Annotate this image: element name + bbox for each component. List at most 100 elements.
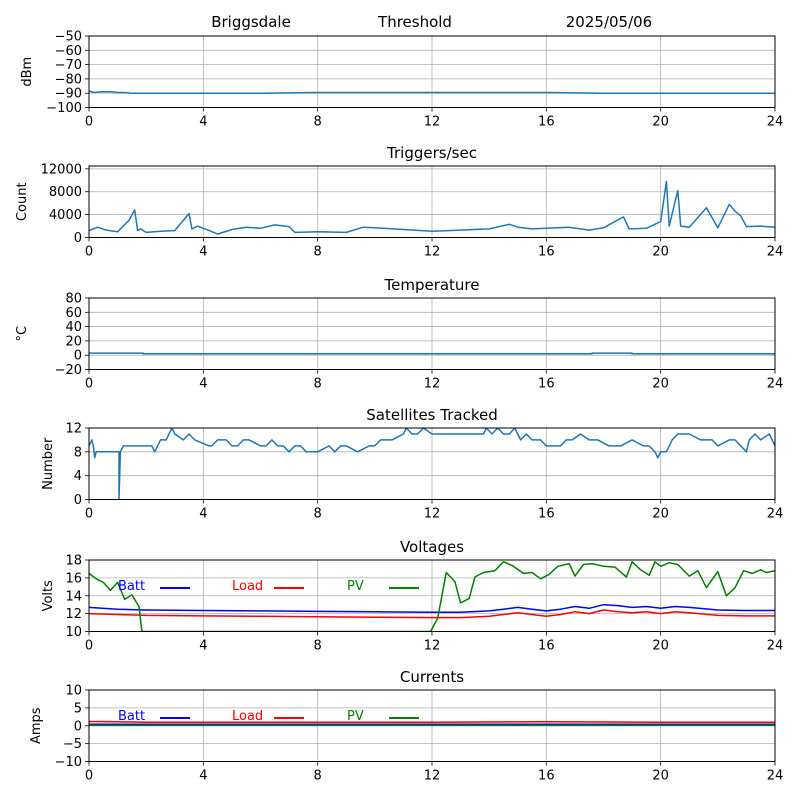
x-tick-label: 16 [538,639,555,654]
x-tick-label: 24 [767,769,784,784]
y-tick-label: 4 [74,469,82,484]
chart-title: Voltages [400,538,464,556]
chart-satellites: 0 4 8 12 16 20 24 0 4 8 12 Satellites Tracked Number [41,406,783,522]
y-tick-label: 8000 [49,185,82,200]
legend-label-pv: PV [347,579,364,594]
y-tick-label: −100 [46,101,82,116]
x-tick-label: 8 [314,245,322,260]
legend-label-batt: Batt [118,579,145,594]
x-tick-label: 4 [199,115,207,130]
x-tick-label: 12 [424,639,441,654]
x-tick-label: 16 [538,115,555,130]
x-tick-label: 20 [652,639,669,654]
legend-label-batt: Batt [118,709,145,724]
y-tick-label: 0 [74,719,82,734]
date-label: 2025/05/06 [566,13,652,31]
y-tick-label: 80 [65,292,82,307]
y-tick-label: 40 [65,320,82,335]
y-tick-label: 0 [74,493,82,508]
series-line-satellites [89,428,775,500]
x-tick-label: 4 [199,639,207,654]
legend-label-load: Load [232,709,263,724]
y-axis-label: Amps [29,707,44,744]
x-tick-label: 16 [538,245,555,260]
series-line-load [89,720,775,723]
x-tick-label: 12 [424,115,441,130]
chart-title: Satellites Tracked [366,406,497,424]
chart-currents: 0 4 8 12 16 20 24 −10 −5 0 5 10 Currents Amps Batt Load… [29,668,783,784]
y-tick-label: 8 [74,445,82,460]
x-tick-label: 4 [199,769,207,784]
series-line-temperature [89,352,775,355]
y-tick-label: −60 [55,44,82,59]
y-tick-label: 60 [65,306,82,321]
y-tick-label: 0 [74,231,82,246]
chart-title: Triggers/sec [386,144,477,162]
y-tick-label: −50 [55,30,82,45]
legend-label-pv: PV [347,709,364,724]
chart-title: Temperature [383,276,479,294]
y-tick-label: 5 [74,701,82,716]
x-tick-label: 0 [85,115,93,130]
x-tick-label: 12 [424,245,441,260]
x-tick-label: 24 [767,115,784,130]
x-tick-label: 16 [538,377,555,392]
x-tick-label: 12 [424,769,441,784]
chart-signal: 0 4 8 12 16 20 24 −100−90−80−70−60−50 dBm [20,30,783,130]
x-tick-label: 20 [652,377,669,392]
x-tick-label: 8 [314,507,322,522]
x-tick-label: 16 [538,507,555,522]
station-name: Briggsdale [211,13,291,31]
legend-label-load: Load [232,579,263,594]
y-tick-label: −70 [55,58,82,73]
x-tick-label: 24 [767,639,784,654]
x-tick-label: 20 [652,507,669,522]
x-tick-label: 24 [767,507,784,522]
x-tick-label: 4 [199,377,207,392]
y-tick-label: 16 [65,571,82,586]
series-line-signal [89,90,775,94]
x-tick-label: 8 [314,769,322,784]
y-tick-label: 14 [65,589,82,604]
y-tick-label: −80 [55,72,82,87]
y-axis-label: dBm [20,57,35,87]
y-tick-label: 12000 [41,162,82,177]
y-axis-label: °C [15,326,30,342]
y-tick-label: −10 [55,755,82,770]
x-tick-label: 4 [199,245,207,260]
y-tick-label: 20 [65,334,82,349]
x-tick-label: 12 [424,507,441,522]
x-tick-label: 0 [85,507,93,522]
x-tick-label: 8 [314,115,322,130]
x-tick-label: 0 [85,377,93,392]
y-tick-label: −5 [63,737,82,752]
y-axis-label: Number [41,437,56,490]
x-tick-label: 24 [767,377,784,392]
x-tick-label: 4 [199,507,207,522]
y-tick-label: −20 [55,363,82,378]
series-line-pv [89,561,775,632]
y-tick-label: 4000 [49,208,82,223]
series-line-load [89,609,775,619]
chart-voltages: 0 4 8 12 16 20 24 10 12 14 16 18 Voltages Volts Batt Lo… [41,538,783,654]
y-axis-label: Volts [41,580,56,612]
chart-triggers: 0 4 8 12 16 20 24 0 4000 8000 12000 Triggers/sec Cou… [15,144,783,260]
x-tick-label: 8 [314,377,322,392]
y-tick-label: 12 [65,422,82,437]
mode-label: Threshold [377,13,452,31]
x-tick-label: 20 [652,245,669,260]
x-tick-label: 24 [767,245,784,260]
y-tick-label: 0 [74,349,82,364]
series-line-batt [89,603,775,614]
x-tick-label: 12 [424,377,441,392]
x-tick-label: 0 [85,639,93,654]
y-tick-label: 18 [65,554,82,569]
y-tick-label: 10 [65,684,82,699]
y-tick-label: 12 [65,607,82,622]
x-tick-label: 0 [85,769,93,784]
x-tick-label: 20 [652,769,669,784]
y-tick-label: −90 [55,87,82,102]
